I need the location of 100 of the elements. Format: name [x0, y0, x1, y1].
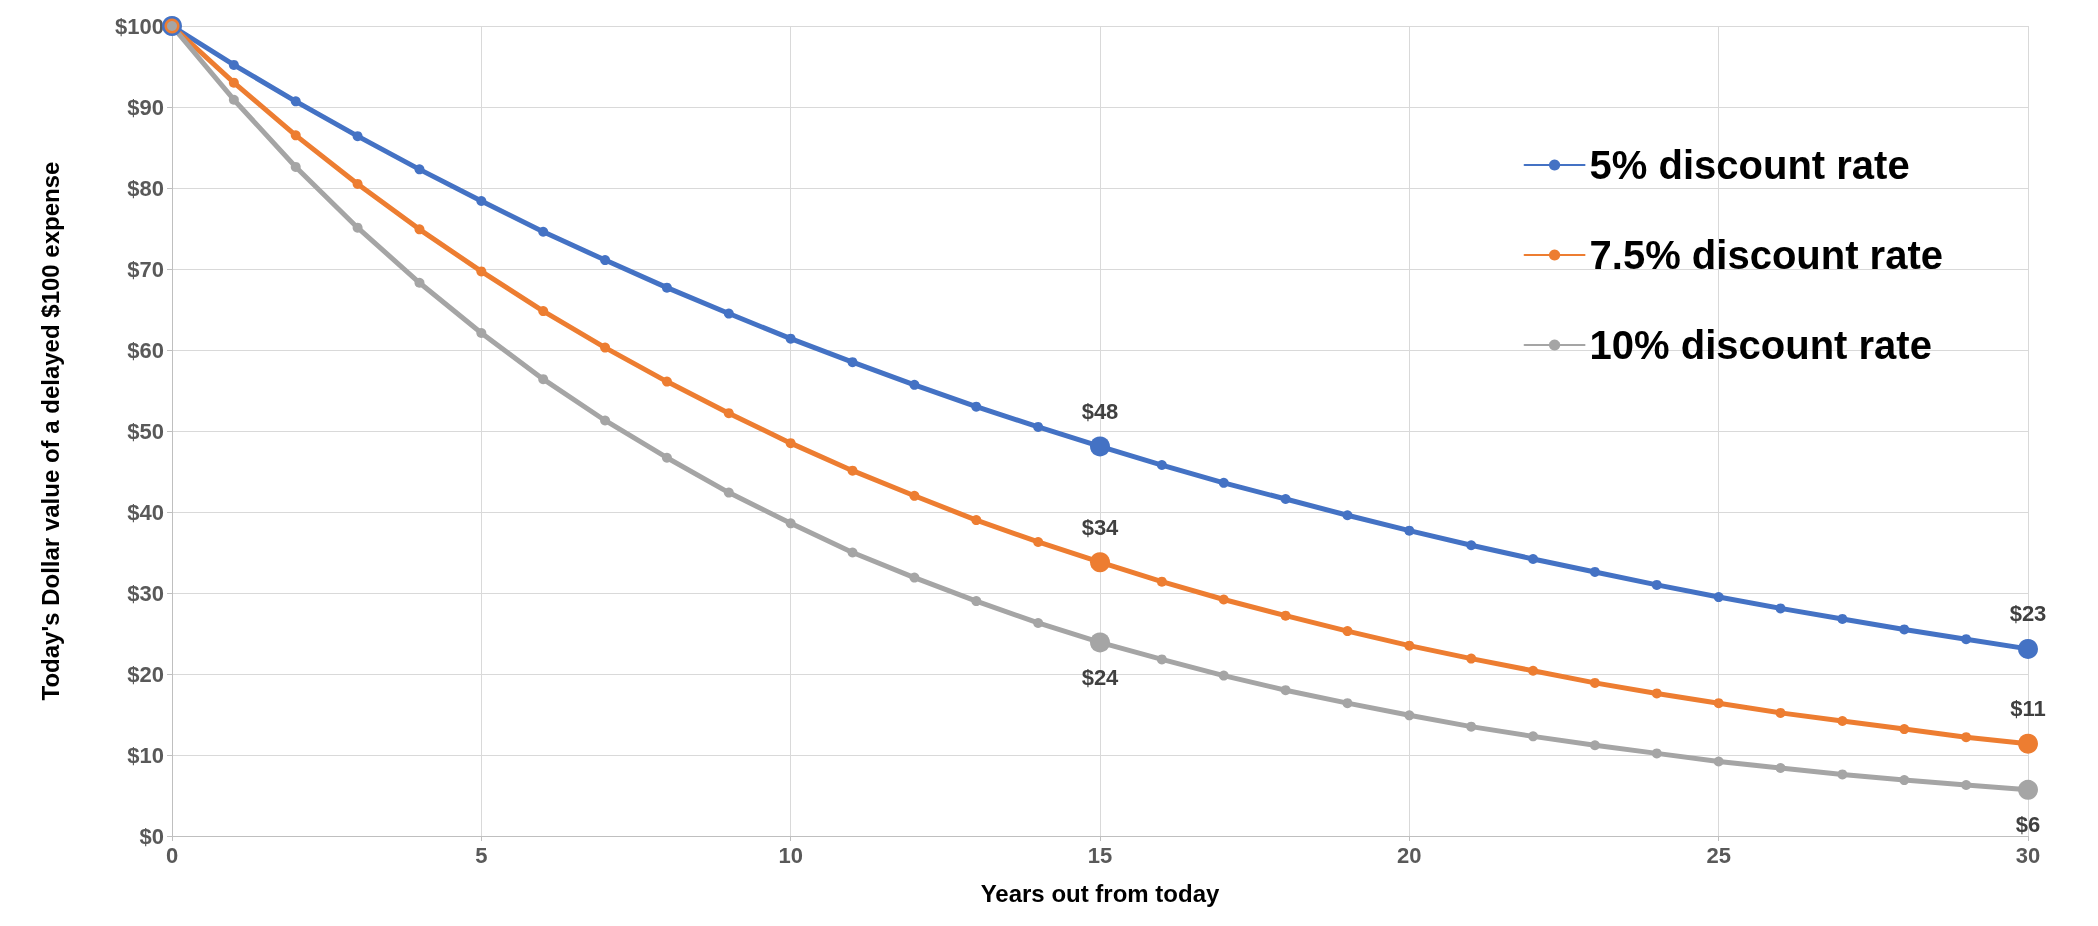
point: [1156, 576, 1167, 587]
data-label: $6: [2015, 812, 2041, 838]
point: [1589, 740, 1600, 751]
y-tick-label: $60: [127, 337, 164, 363]
point: [1589, 677, 1600, 688]
point: [909, 379, 920, 390]
point: [1899, 624, 1910, 635]
y-tick-label: $80: [127, 175, 164, 201]
point: [1280, 685, 1291, 696]
point: [1899, 775, 1910, 786]
point: [1466, 540, 1477, 551]
point: [352, 222, 363, 233]
point: [1404, 710, 1415, 721]
legend-label: 10% discount rate: [1589, 323, 1932, 367]
y-tick-label: $10: [127, 742, 164, 768]
point: [1342, 698, 1353, 709]
point: [476, 195, 487, 206]
point: [1775, 762, 1786, 773]
point: [1280, 494, 1291, 505]
point: [847, 357, 858, 368]
point: [1156, 654, 1167, 665]
point: [1342, 626, 1353, 637]
point: [723, 487, 734, 498]
legend-label: 7.5% discount rate: [1589, 233, 1943, 277]
x-axis-title: Years out from today: [980, 879, 1221, 907]
y-tick-label: $50: [127, 418, 164, 444]
point: [414, 277, 425, 288]
x-tick-label: 15: [1087, 842, 1113, 868]
data-label: $48: [1081, 398, 1119, 424]
point: [1961, 732, 1972, 743]
point: [1589, 566, 1600, 577]
point: [1775, 707, 1786, 718]
point: [1218, 670, 1229, 681]
point: [352, 178, 363, 189]
point: [538, 226, 549, 237]
point: [1651, 688, 1662, 699]
point: [661, 282, 672, 293]
x-tick-label: 30: [2015, 842, 2041, 868]
y-tick-label: $90: [127, 94, 164, 120]
point: [1651, 748, 1662, 759]
y-tick-label: $30: [127, 580, 164, 606]
point: [847, 547, 858, 558]
data-label: $23: [2009, 601, 2047, 627]
point: [1528, 731, 1539, 742]
point: [600, 342, 611, 353]
y-tick-label: $0: [139, 823, 164, 849]
point: [1218, 594, 1229, 605]
point: [600, 255, 611, 266]
point: [1899, 724, 1910, 735]
y-axis-title: Today's Dollar value of a delayed $100 expense: [36, 161, 64, 701]
point: [228, 94, 239, 105]
point: [1156, 460, 1167, 471]
point: [1837, 613, 1848, 624]
point: [290, 96, 301, 107]
point: [1466, 721, 1477, 732]
point: [1775, 603, 1786, 614]
point: [1404, 525, 1415, 536]
point: [1342, 510, 1353, 521]
y-tick-label: $40: [127, 499, 164, 525]
point: [1033, 421, 1044, 432]
point: [1713, 592, 1724, 603]
legend-label: 5% discount rate: [1589, 143, 1910, 187]
point: [1528, 553, 1539, 564]
point: [1713, 756, 1724, 767]
point: [1713, 698, 1724, 709]
point: [785, 438, 796, 449]
point: [600, 415, 611, 426]
point: [476, 266, 487, 277]
point: [538, 306, 549, 317]
point: [1837, 715, 1848, 726]
data-label: $24: [1081, 664, 1120, 690]
point: [290, 161, 301, 172]
point: [1528, 665, 1539, 676]
point: [228, 77, 239, 88]
point: [1404, 640, 1415, 651]
point: [1466, 653, 1477, 664]
point: [909, 572, 920, 583]
point: [414, 224, 425, 235]
point: [1218, 477, 1229, 488]
data-label: $34: [1081, 514, 1120, 540]
point: [1651, 579, 1662, 590]
x-tick-label: 20: [1397, 842, 1422, 868]
point: [538, 374, 549, 385]
x-tick-label: 10: [778, 842, 803, 868]
point: [1280, 610, 1291, 621]
point: [661, 452, 672, 463]
point: [290, 130, 301, 141]
y-tick-label: $70: [127, 256, 164, 282]
y-tick-label: $20: [127, 661, 164, 687]
y-tick-label: $100: [115, 13, 164, 39]
point: [228, 59, 239, 70]
point: [476, 327, 487, 338]
point: [1837, 769, 1848, 780]
point: [971, 515, 982, 526]
point: [1961, 634, 1972, 645]
point: [1961, 779, 1972, 790]
point: [847, 465, 858, 476]
point: [414, 164, 425, 175]
point: [723, 308, 734, 319]
point: [909, 490, 920, 501]
